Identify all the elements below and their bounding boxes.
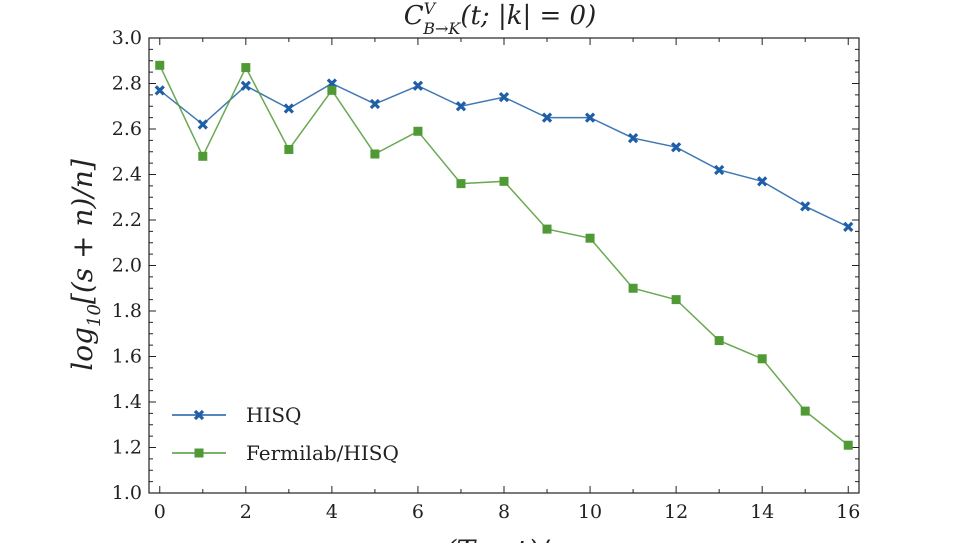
y-tick-label: 1.2	[112, 437, 142, 459]
data-point	[800, 201, 811, 212]
data-point	[155, 60, 165, 70]
legend-label: HISQ	[246, 403, 301, 427]
chart-title: CV B→K(t; |k| = 0)	[404, 0, 596, 38]
data-point	[757, 176, 768, 187]
legend-label: Fermilab/HISQ	[246, 441, 399, 465]
x-tick-label: 8	[498, 501, 510, 523]
data-point	[585, 233, 595, 243]
data-point	[628, 283, 638, 293]
data-point	[499, 176, 509, 186]
legend-marker	[194, 448, 204, 458]
data-point	[542, 224, 552, 234]
series-hisq	[154, 78, 854, 232]
y-axis-label: log10[(s + n)/n]	[66, 159, 105, 371]
data-point	[369, 98, 381, 110]
data-point	[541, 112, 553, 123]
data-point	[240, 80, 251, 91]
y-tick-label: 1.6	[112, 346, 142, 368]
data-point	[456, 179, 466, 189]
data-point	[197, 119, 208, 130]
data-point	[843, 221, 854, 232]
x-tick-label: 0	[154, 501, 166, 523]
x-tick-label: 4	[326, 501, 338, 523]
y-tick-label: 1.8	[112, 300, 142, 322]
data-point	[757, 354, 767, 364]
legend: HISQ Fermilab/HISQ	[172, 403, 399, 465]
data-point	[843, 440, 853, 450]
data-point	[412, 80, 424, 91]
legend-marker	[193, 409, 205, 421]
data-point	[627, 132, 639, 144]
data-point	[241, 63, 251, 73]
data-point	[670, 142, 682, 153]
data-point	[455, 101, 467, 112]
data-point	[800, 406, 810, 416]
data-point	[198, 151, 208, 161]
y-tick-label: 2.0	[112, 255, 142, 277]
data-point	[584, 112, 596, 123]
data-point	[284, 144, 294, 154]
x-axis-label: (T − t)/a	[445, 534, 564, 543]
y-tick-label: 3.0	[112, 27, 142, 49]
y-tick-label: 2.4	[112, 164, 142, 186]
series-line	[159, 64, 849, 446]
series-line	[159, 82, 849, 228]
x-tick-label: 2	[240, 501, 252, 523]
x-tick-label: 16	[836, 501, 860, 523]
y-tick-label: 2.8	[112, 73, 142, 95]
data-point	[714, 164, 725, 176]
x-tick-label: 12	[664, 501, 688, 523]
data-point	[671, 295, 681, 305]
data-point	[154, 85, 165, 96]
data-point	[370, 149, 380, 159]
y-tick-label: 2.2	[112, 209, 142, 231]
y-tick-label: 2.6	[112, 118, 142, 140]
y-tick-label: 1.4	[112, 391, 142, 413]
data-point	[413, 126, 423, 136]
data-point	[327, 85, 337, 95]
series-fermilab-hisq	[155, 60, 853, 450]
x-tick-label: 6	[412, 501, 424, 523]
x-tick-label: 10	[578, 501, 602, 523]
data-point	[714, 336, 724, 346]
data-point	[498, 92, 510, 103]
x-tick-label: 14	[750, 501, 774, 523]
data-point	[283, 103, 294, 114]
y-tick-label: 1.0	[112, 482, 142, 504]
